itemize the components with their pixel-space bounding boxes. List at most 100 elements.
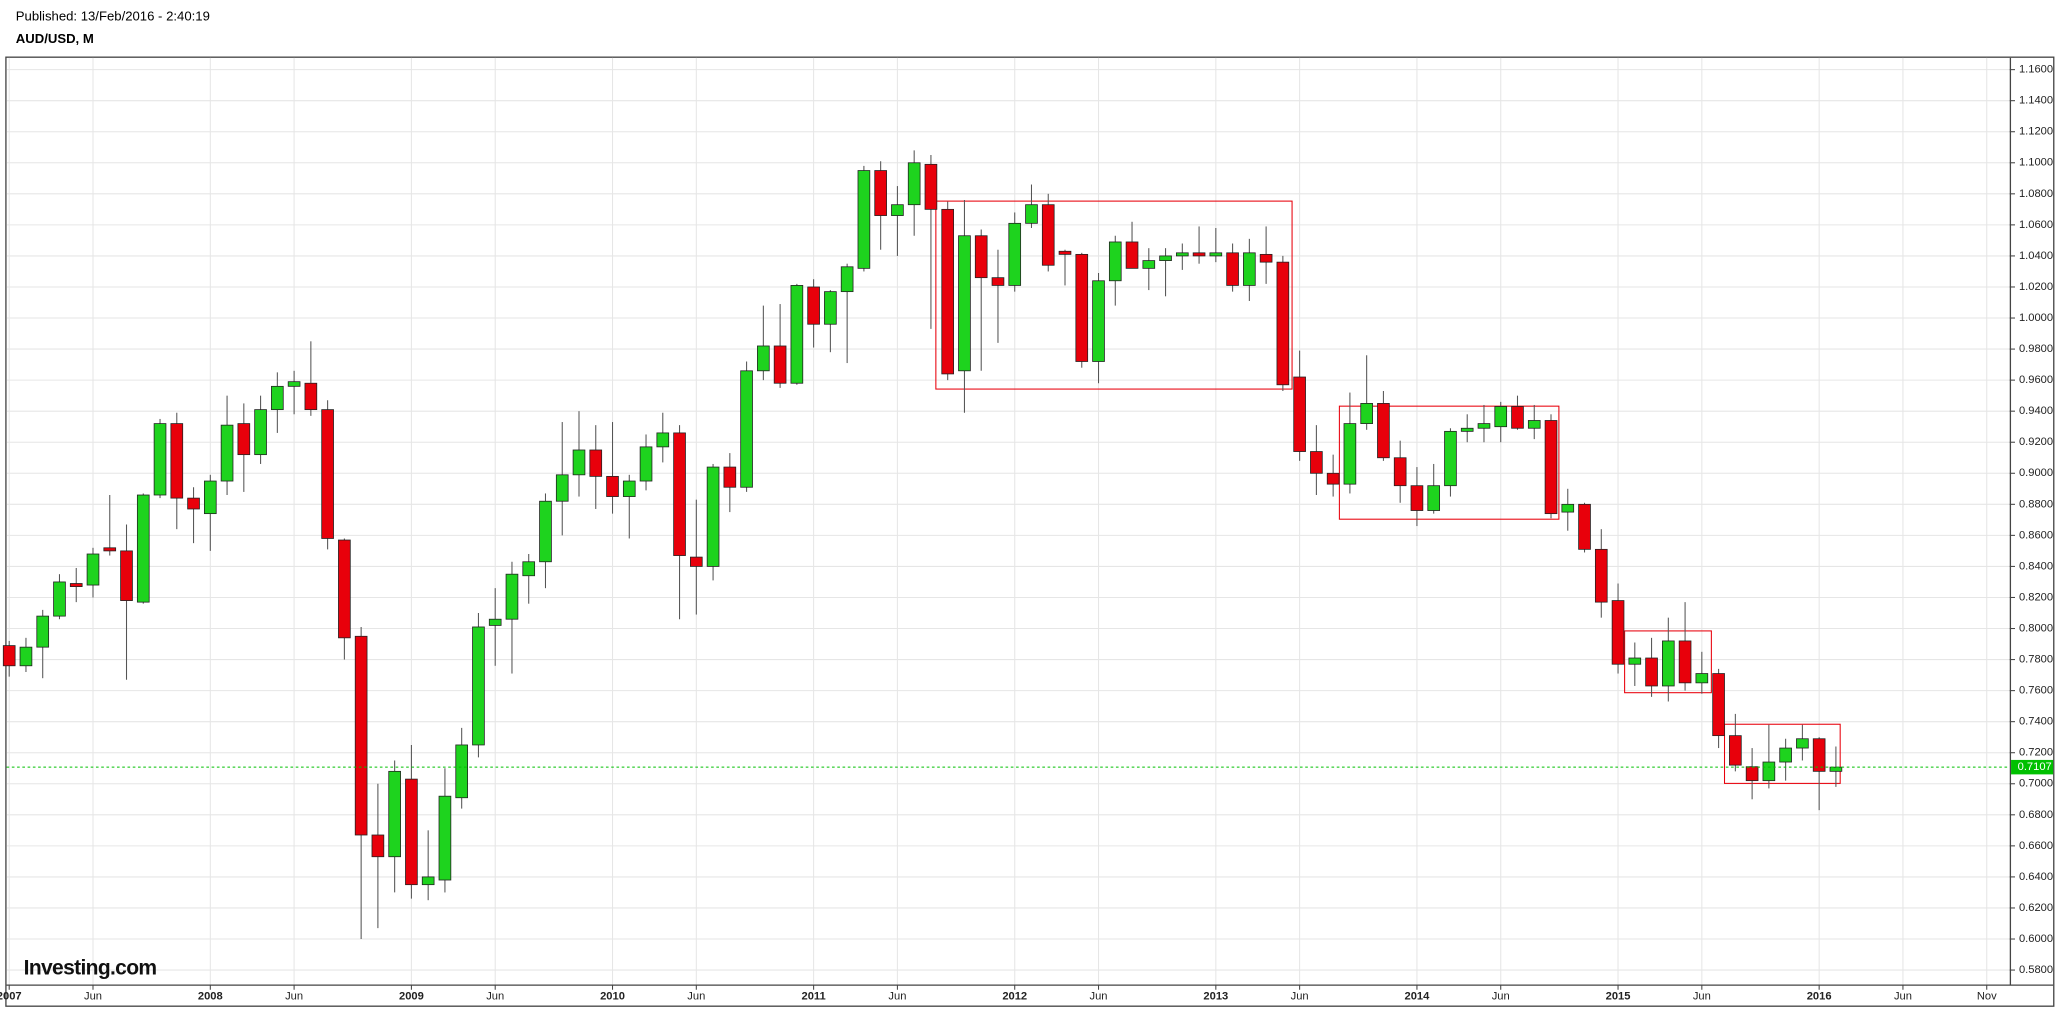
candle-body bbox=[1176, 252, 1189, 257]
y-tick-label: 0.8000 bbox=[2019, 622, 2053, 634]
candle-body bbox=[1142, 260, 1156, 269]
y-tick-label: 0.7400 bbox=[2019, 716, 2053, 728]
candle-body bbox=[723, 466, 737, 488]
candle-body bbox=[1544, 420, 1558, 515]
y-tick-label: 0.6600 bbox=[2019, 840, 2053, 852]
candle-body bbox=[891, 204, 904, 216]
candle-body bbox=[271, 385, 284, 411]
annotation-boxes bbox=[935, 200, 1841, 784]
candle-body bbox=[1393, 457, 1407, 487]
published-date: Published: 13/Feb/2016 - 2:40:19 bbox=[16, 9, 210, 24]
candle-body bbox=[1460, 427, 1474, 432]
candle-body bbox=[36, 615, 50, 648]
candle-body bbox=[321, 409, 334, 539]
range-box bbox=[1338, 405, 1560, 520]
candle-body bbox=[1812, 738, 1826, 772]
y-tick-label: 0.8200 bbox=[2019, 591, 2053, 603]
chart-frame bbox=[5, 56, 2055, 1007]
y-tick-label: 0.8400 bbox=[2019, 560, 2053, 572]
candle-body bbox=[589, 449, 603, 477]
candle-body bbox=[857, 170, 871, 269]
candle-body bbox=[639, 446, 653, 482]
candle-body bbox=[2, 645, 16, 667]
candle-body bbox=[1628, 657, 1642, 665]
candle-body bbox=[1427, 485, 1441, 511]
candle-body bbox=[237, 423, 251, 456]
candle-body bbox=[1712, 673, 1725, 737]
candle-body bbox=[1444, 430, 1457, 487]
axis-labels: 0.5800 0.6000 0.6200 0.6400 0.6600 0.6800 0.70… bbox=[0, 64, 2054, 1002]
candle-body bbox=[790, 285, 804, 384]
candles bbox=[2, 150, 2010, 940]
candle-body bbox=[1108, 241, 1122, 282]
candle-body bbox=[606, 475, 619, 497]
y-tick-label: 0.7800 bbox=[2019, 654, 2053, 666]
x-tick-label: 2013 bbox=[1203, 990, 1228, 1002]
x-tick-label: Jun bbox=[285, 990, 303, 1002]
candle-body bbox=[1041, 204, 1055, 266]
candle-body bbox=[555, 474, 569, 502]
candle-body bbox=[1645, 657, 1658, 687]
y-tick-label: 0.7000 bbox=[2019, 778, 2053, 790]
y-tick-label: 0.6000 bbox=[2019, 933, 2053, 945]
candle-body bbox=[103, 547, 117, 552]
candle-body bbox=[1125, 241, 1139, 269]
y-tick-label: 1.1400 bbox=[2019, 95, 2053, 107]
x-tick-label: 2010 bbox=[600, 990, 625, 1002]
candle-body bbox=[187, 497, 200, 510]
candle-body bbox=[1008, 222, 1022, 286]
candle-body bbox=[690, 556, 703, 567]
y-tick-label: 1.0000 bbox=[2019, 312, 2053, 324]
candle-body bbox=[1276, 261, 1290, 386]
candle-body bbox=[1477, 423, 1491, 429]
candle-body bbox=[1678, 640, 1692, 684]
y-tick-label: 1.0400 bbox=[2019, 250, 2053, 262]
candle-body bbox=[1209, 252, 1223, 257]
candle-body bbox=[622, 480, 636, 497]
candle-body bbox=[120, 550, 133, 601]
candle-body bbox=[1377, 403, 1390, 459]
x-tick-label: Jun bbox=[1492, 990, 1510, 1002]
y-tick-label: 0.6400 bbox=[2019, 871, 2053, 883]
x-tick-label: Jun bbox=[1693, 990, 1711, 1002]
y-tick-label: 0.9200 bbox=[2019, 436, 2053, 448]
candle-body bbox=[1762, 761, 1776, 782]
candle-body bbox=[874, 170, 887, 216]
candle-body bbox=[757, 345, 770, 372]
x-tick-label: Jun bbox=[687, 990, 705, 1002]
y-tick-label: 0.9600 bbox=[2019, 374, 2053, 386]
candle-body bbox=[924, 163, 938, 210]
candle-body bbox=[1578, 503, 1591, 550]
candle-body bbox=[505, 573, 519, 620]
candle-body bbox=[773, 345, 787, 384]
candle-body bbox=[472, 626, 485, 746]
y-tick-label: 1.1000 bbox=[2019, 157, 2053, 169]
x-tick-label: Jun bbox=[1894, 990, 1912, 1002]
candle-body bbox=[941, 208, 955, 375]
candle-body bbox=[1075, 253, 1089, 362]
candle-body bbox=[807, 286, 820, 325]
candle-body bbox=[1594, 548, 1608, 603]
candle-body bbox=[1360, 403, 1373, 424]
y-tick-label: 0.9800 bbox=[2019, 343, 2053, 355]
candle-body bbox=[203, 480, 217, 515]
candle-body bbox=[1092, 280, 1105, 362]
candle-body bbox=[539, 500, 552, 563]
candle-body bbox=[1745, 766, 1759, 782]
candle-body bbox=[86, 553, 100, 586]
y-tick-label: 0.7600 bbox=[2019, 685, 2053, 697]
candle-body bbox=[438, 795, 452, 881]
y-tick-label: 0.6800 bbox=[2019, 809, 2053, 821]
y-tick-label: 0.7200 bbox=[2019, 747, 2053, 759]
candle-body bbox=[991, 277, 1005, 286]
last-price-label: 0.7107 bbox=[2018, 761, 2052, 773]
candle-body bbox=[1494, 406, 1508, 428]
candle-body bbox=[1058, 250, 1072, 255]
candle-body bbox=[1310, 451, 1323, 474]
y-tick-label: 0.5800 bbox=[2019, 964, 2053, 976]
candle-body bbox=[1259, 253, 1273, 263]
candle-body bbox=[338, 539, 351, 639]
candle-body bbox=[1527, 420, 1541, 429]
candle-body bbox=[1695, 673, 1709, 684]
